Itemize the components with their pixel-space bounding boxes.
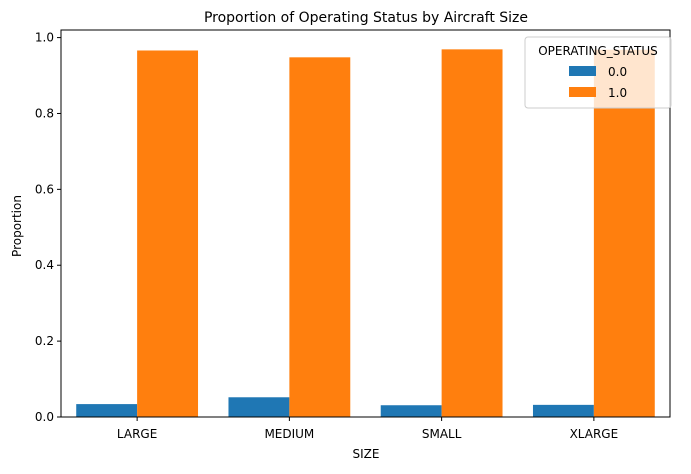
x-tick-label: SMALL [422,427,462,441]
legend-items: 0.0 1.0 [569,65,627,100]
y-tick-label: 0.8 [35,106,54,120]
legend-box [524,36,672,109]
chart-title: Proportion of Operating Status by Aircra… [204,10,528,26]
y-axis: 0.0 0.2 0.4 0.6 0.8 1.0 [35,31,61,424]
x-tick-label: XLARGE [570,427,619,441]
bar-large-0-0 [76,404,138,417]
bar-small-1-0 [441,49,503,417]
y-axis-label: Proportion [10,195,24,257]
y-tick-label: 0.4 [35,258,54,272]
y-tick-label: 1.0 [35,31,54,45]
legend-swatch-0-0 [569,66,596,76]
legend-label: 1.0 [608,86,627,100]
legend-label: 0.0 [608,65,627,79]
x-tick-label: MEDIUM [264,427,314,441]
y-tick-label: 0.0 [35,410,54,424]
x-axis: LARGE MEDIUM SMALL XLARGE [117,417,618,441]
x-tick-label: LARGE [117,427,157,441]
y-tick-label: 0.6 [35,182,54,196]
y-tick-label: 0.2 [35,334,54,348]
plot-area: 0.0 0.2 0.4 0.6 0.8 1.0 LARGE MEDIUM SMALL XLARG… [35,29,671,441]
legend-swatch-1-0 [569,87,596,97]
bar-small-0-0 [380,405,442,417]
bars [76,49,655,418]
bar-xlarge-0-0 [532,404,594,417]
legend: OPERATING_STATUS 0.0 1.0 [524,36,672,109]
bar-xlarge-1-0 [593,49,655,418]
bar-large-1-0 [137,50,199,418]
x-axis-label: SIZE [353,447,380,461]
bar-medium-1-0 [289,57,351,417]
bar-medium-0-0 [228,397,290,417]
legend-title: OPERATING_STATUS [538,44,658,58]
plot-frame [60,29,671,418]
